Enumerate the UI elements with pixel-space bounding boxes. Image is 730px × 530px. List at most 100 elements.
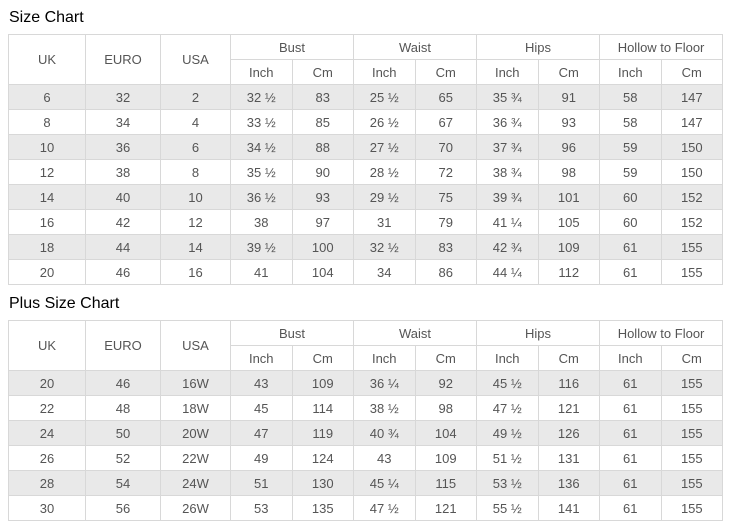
subheader-hips-inch: Inch [476, 59, 539, 85]
table-cell: 38 ½ [353, 395, 416, 421]
table-cell: 51 [230, 470, 293, 496]
table-cell: 98 [537, 159, 601, 185]
table-cell: 59 [599, 134, 662, 160]
subheader-waist-cm: Cm [414, 59, 478, 85]
table-cell: 104 [414, 420, 478, 446]
table-cell: 38 [85, 159, 161, 185]
table-cell: 147 [660, 109, 724, 135]
table-cell: 55 ½ [476, 495, 539, 521]
table-cell: 58 [599, 109, 662, 135]
table-cell: 109 [414, 445, 478, 471]
table-cell: 44 [85, 234, 161, 260]
table-cell: 147 [660, 84, 724, 110]
column-group-hips: Hips [476, 320, 601, 346]
table-cell: 12 [160, 209, 231, 235]
column-group-bust: Bust [229, 320, 355, 346]
table-cell: 85 [291, 109, 355, 135]
table-cell: 96 [537, 134, 601, 160]
table-cell: 49 [230, 445, 293, 471]
column-group-hips: Hips [476, 34, 601, 60]
table-cell: 155 [660, 495, 724, 521]
table-cell: 2 [160, 84, 231, 110]
table-cell: 93 [537, 109, 601, 135]
table-cell: 136 [537, 470, 601, 496]
table-cell: 121 [414, 495, 478, 521]
table-cell: 20W [160, 420, 231, 446]
table-cell: 20 [8, 259, 86, 285]
table-body: 6 32 2 32 ½ 83 25 ½ 65 35 ¾ 91 58 147 8 34 4 33 ½ 85 26 … [8, 84, 724, 285]
table-cell: 114 [291, 395, 355, 421]
table-cell: 32 ½ [353, 234, 416, 260]
table-cell: 36 [85, 134, 161, 160]
table-cell: 10 [160, 184, 231, 210]
table-cell: 26W [160, 495, 231, 521]
table-cell: 8 [160, 159, 231, 185]
table-cell: 124 [291, 445, 355, 471]
table-cell: 155 [660, 395, 724, 421]
table-cell: 104 [291, 259, 355, 285]
table-row: 10 36 6 34 ½ 88 27 ½ 70 37 ¾ 96 59 150 [8, 134, 724, 160]
table-cell: 35 ¾ [476, 84, 539, 110]
table-cell: 16 [8, 209, 86, 235]
table-cell: 58 [599, 84, 662, 110]
table-cell: 39 ¾ [476, 184, 539, 210]
subheader-hips-inch: Inch [476, 345, 539, 371]
table-cell: 61 [599, 370, 662, 396]
table-cell: 83 [291, 84, 355, 110]
table-cell: 61 [599, 495, 662, 521]
table-cell: 83 [414, 234, 478, 260]
table-cell: 115 [414, 470, 478, 496]
table-header: UK EURO USA Bust Waist Hips Hollow to Fl… [8, 320, 724, 371]
header-sub-row: Inch Cm Inch Cm Inch Cm Inch Cm [9, 345, 724, 371]
subheader-hollow-cm: Cm [660, 59, 724, 85]
subheader-bust-cm: Cm [291, 345, 355, 371]
table-cell: 37 ¾ [476, 134, 539, 160]
table-cell: 60 [599, 209, 662, 235]
table-cell: 32 [85, 84, 161, 110]
subheader-hollow-inch: Inch [599, 345, 662, 371]
table-cell: 12 [8, 159, 86, 185]
column-header-uk: UK [8, 34, 86, 85]
table-cell: 49 ½ [476, 420, 539, 446]
table-cell: 41 ¼ [476, 209, 539, 235]
table-cell: 27 ½ [353, 134, 416, 160]
table-body: 20 46 16W 43 109 36 ¼ 92 45 ½ 116 61 155 22 48 18W 45 1… [8, 370, 724, 521]
table-cell: 26 [8, 445, 86, 471]
subheader-bust-inch: Inch [230, 59, 293, 85]
table-cell: 41 [230, 259, 293, 285]
table-row: 16 42 12 38 97 31 79 41 ¼ 105 60 152 [8, 209, 724, 235]
table-cell: 61 [599, 259, 662, 285]
table-cell: 65 [414, 84, 478, 110]
table-cell: 43 [230, 370, 293, 396]
table-cell: 50 [85, 420, 161, 446]
table-cell: 36 ¼ [353, 370, 416, 396]
table-cell: 39 ½ [230, 234, 293, 260]
subheader-bust-inch: Inch [230, 345, 293, 371]
table-cell: 34 [85, 109, 161, 135]
table-row: 8 34 4 33 ½ 85 26 ½ 67 36 ¾ 93 58 147 [8, 109, 724, 135]
table-cell: 152 [660, 209, 724, 235]
subheader-waist-cm: Cm [414, 345, 478, 371]
table-cell: 16W [160, 370, 231, 396]
table-cell: 130 [291, 470, 355, 496]
table-cell: 116 [537, 370, 601, 396]
table-cell: 150 [660, 134, 724, 160]
table-row: 20 46 16W 43 109 36 ¼ 92 45 ½ 116 61 155 [8, 370, 724, 396]
table-cell: 33 ½ [230, 109, 293, 135]
plus-size-chart-table: UK EURO USA Bust Waist Hips Hollow to Fl… [8, 320, 724, 521]
column-group-hollow-to-floor: Hollow to Floor [599, 34, 724, 60]
table-cell: 121 [537, 395, 601, 421]
column-group-bust: Bust [229, 34, 355, 60]
table-cell: 29 ½ [353, 184, 416, 210]
table-cell: 155 [660, 234, 724, 260]
table-cell: 46 [85, 259, 161, 285]
table-row: 26 52 22W 49 124 43 109 51 ½ 131 61 155 [8, 445, 724, 471]
table-cell: 97 [291, 209, 355, 235]
column-header-usa: USA [160, 320, 231, 371]
table-row: 20 46 16 41 104 34 86 44 ¼ 112 61 155 [8, 259, 724, 285]
table-cell: 131 [537, 445, 601, 471]
table-cell: 18 [8, 234, 86, 260]
table-cell: 79 [414, 209, 478, 235]
table-row: 18 44 14 39 ½ 100 32 ½ 83 42 ¾ 109 61 155 [8, 234, 724, 260]
table-cell: 88 [291, 134, 355, 160]
